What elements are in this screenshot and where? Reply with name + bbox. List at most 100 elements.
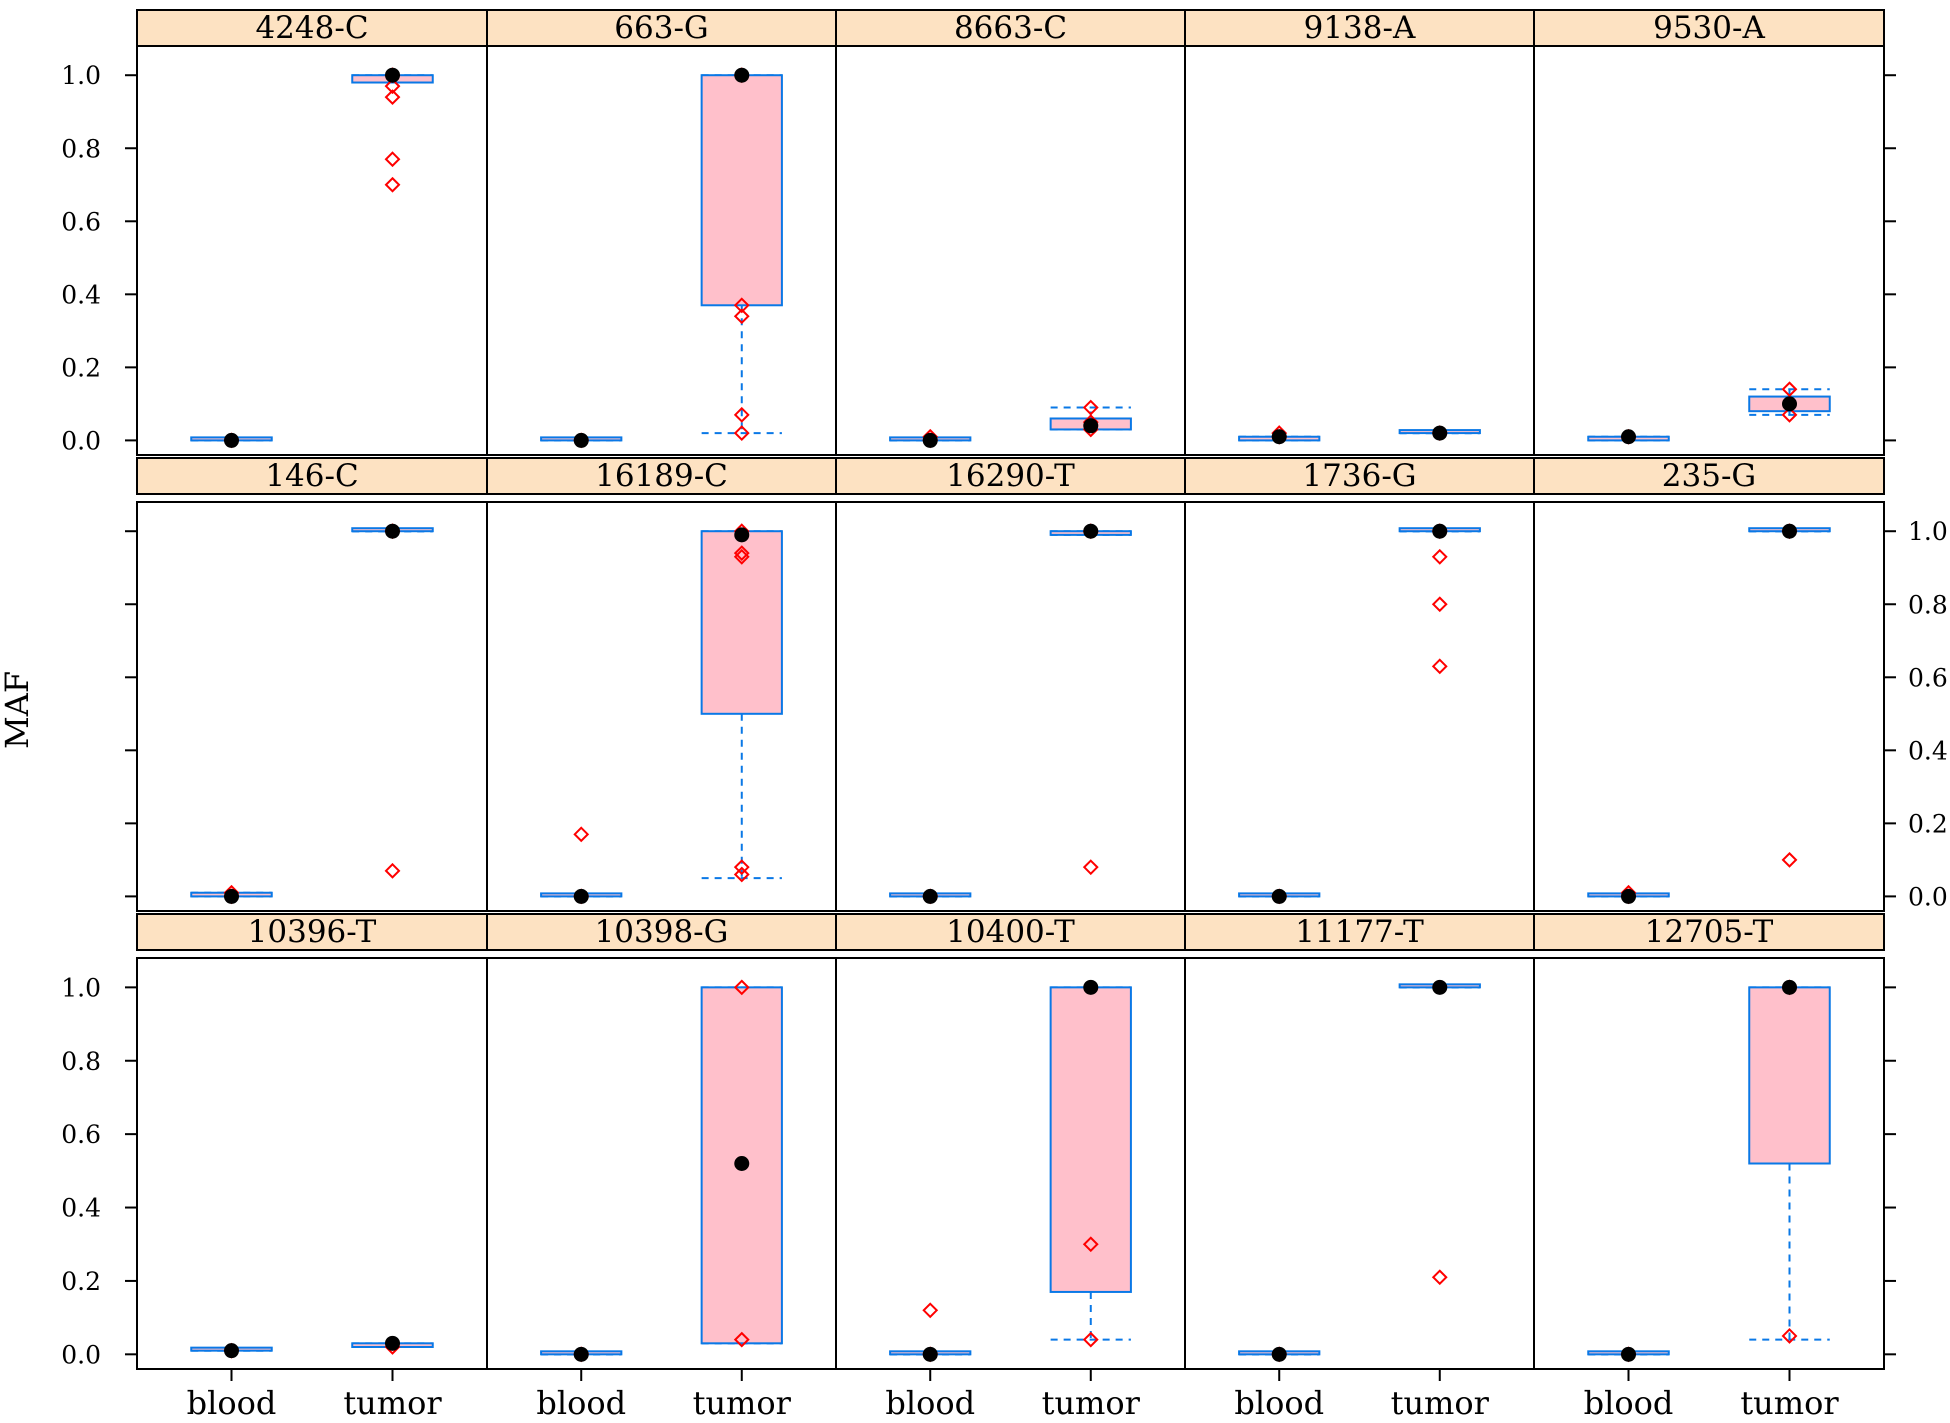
median-dot	[1083, 979, 1099, 995]
panel-frame	[486, 501, 837, 912]
median-dot	[1432, 523, 1448, 539]
median-dot	[224, 1343, 239, 1359]
panel-frame	[1184, 501, 1535, 912]
outlier-point	[922, 1302, 939, 1319]
x-category-label: blood	[536, 1384, 626, 1418]
median-dot	[1083, 523, 1099, 539]
panel-frame	[1533, 957, 1885, 1370]
outlier-point	[733, 1331, 750, 1348]
panel-title: 1736-G	[1302, 458, 1416, 494]
panel-title: 9530-A	[1653, 10, 1765, 46]
outlier-point	[1431, 658, 1448, 675]
outlier-point	[1082, 1236, 1099, 1253]
outlier-point	[1781, 851, 1798, 868]
x-category-label: tumor	[693, 1384, 792, 1418]
median-dot	[1782, 979, 1797, 995]
box-tumor	[700, 74, 783, 307]
median-dot	[1621, 888, 1636, 904]
panel-frame	[136, 957, 488, 1370]
y-tick-label: 0.4	[61, 1194, 101, 1223]
y-tick-label: 0.4	[61, 280, 101, 309]
panel-title: 12705-T	[1645, 914, 1774, 950]
panel-frame	[835, 45, 1186, 456]
median-dot	[734, 67, 750, 83]
panel-strip	[1184, 457, 1535, 495]
median-dot	[1083, 418, 1099, 434]
outlier-point	[1431, 1269, 1448, 1286]
y-tick-label: 1.0	[61, 61, 101, 90]
x-category-label: blood	[1584, 1384, 1674, 1418]
y-tick-label: 0.2	[61, 353, 101, 382]
panel-frame	[835, 501, 1186, 912]
median-dot	[224, 888, 239, 904]
median-dot	[734, 527, 750, 543]
outlier-point	[1082, 1331, 1099, 1348]
median-dot	[734, 1156, 750, 1171]
panel-title: 11177-T	[1295, 914, 1424, 950]
y-tick-label: 1.0	[61, 973, 101, 1002]
outlier-point	[1082, 399, 1099, 416]
median-dot	[1271, 1346, 1287, 1362]
panel-title: 9138-A	[1304, 10, 1416, 46]
outlier-point	[1781, 406, 1798, 423]
outlier-point	[733, 308, 750, 325]
y-tick-label: 0.8	[61, 134, 101, 163]
outlier-point	[384, 78, 401, 95]
panel-title: 146-C	[265, 458, 358, 494]
y-tick-label: 0.6	[61, 1120, 101, 1149]
box-tumor	[1748, 986, 1831, 1165]
median-dot	[385, 523, 400, 539]
panel-title: 10396-T	[248, 914, 377, 950]
panel-frame	[1184, 957, 1535, 1370]
panel-strip	[136, 913, 488, 951]
median-dot	[1621, 429, 1636, 445]
panel-title: 663-G	[614, 10, 708, 46]
outlier-point	[733, 866, 750, 883]
y-axis-title: MAF	[0, 671, 36, 749]
y-tick-label: 0.0	[61, 1340, 101, 1369]
median-dot	[922, 1346, 938, 1362]
box-tumor	[1049, 986, 1132, 1293]
outlier-point	[733, 297, 750, 314]
panel-frame	[136, 45, 488, 456]
outlier-point	[1431, 596, 1448, 613]
y-tick-label: 0.2	[61, 1267, 101, 1296]
median-dot	[385, 67, 400, 83]
panel-frame	[1533, 501, 1885, 912]
x-category-label: blood	[187, 1384, 277, 1418]
x-category-label: tumor	[1391, 1384, 1490, 1418]
panel-strip	[1533, 913, 1885, 951]
y-tick-label: 0.8	[1908, 590, 1948, 619]
outlier-point	[733, 859, 750, 876]
x-category-label: tumor	[1042, 1384, 1141, 1418]
median-dot	[1271, 888, 1287, 904]
outlier-point	[733, 545, 750, 562]
panel-strip	[835, 457, 1186, 495]
box-tumor	[700, 530, 783, 715]
outlier-point	[573, 826, 590, 843]
x-category-label: tumor	[343, 1384, 442, 1418]
outlier-point	[1781, 381, 1798, 398]
panel-strip	[1184, 9, 1535, 47]
outlier-point	[733, 979, 750, 996]
median-dot	[573, 1346, 589, 1362]
panel-frame	[835, 957, 1186, 1370]
outlier-point	[384, 862, 401, 879]
panel-strip	[835, 9, 1186, 47]
y-tick-label: 1.0	[1908, 517, 1948, 546]
median-dot	[1432, 425, 1448, 441]
median-dot	[1621, 1346, 1636, 1362]
y-tick-label: 0.0	[61, 426, 101, 455]
median-dot	[1432, 979, 1448, 995]
y-tick-label: 0.6	[1908, 663, 1948, 692]
outlier-point	[384, 151, 401, 168]
outlier-point	[384, 176, 401, 193]
y-tick-label: 0.2	[1908, 809, 1948, 838]
panel-title: 235-G	[1662, 458, 1756, 494]
panel-title: 10398-G	[595, 914, 729, 950]
outlier-point	[384, 89, 401, 106]
panel-title: 16290-T	[946, 458, 1075, 494]
median-dot	[922, 888, 938, 904]
